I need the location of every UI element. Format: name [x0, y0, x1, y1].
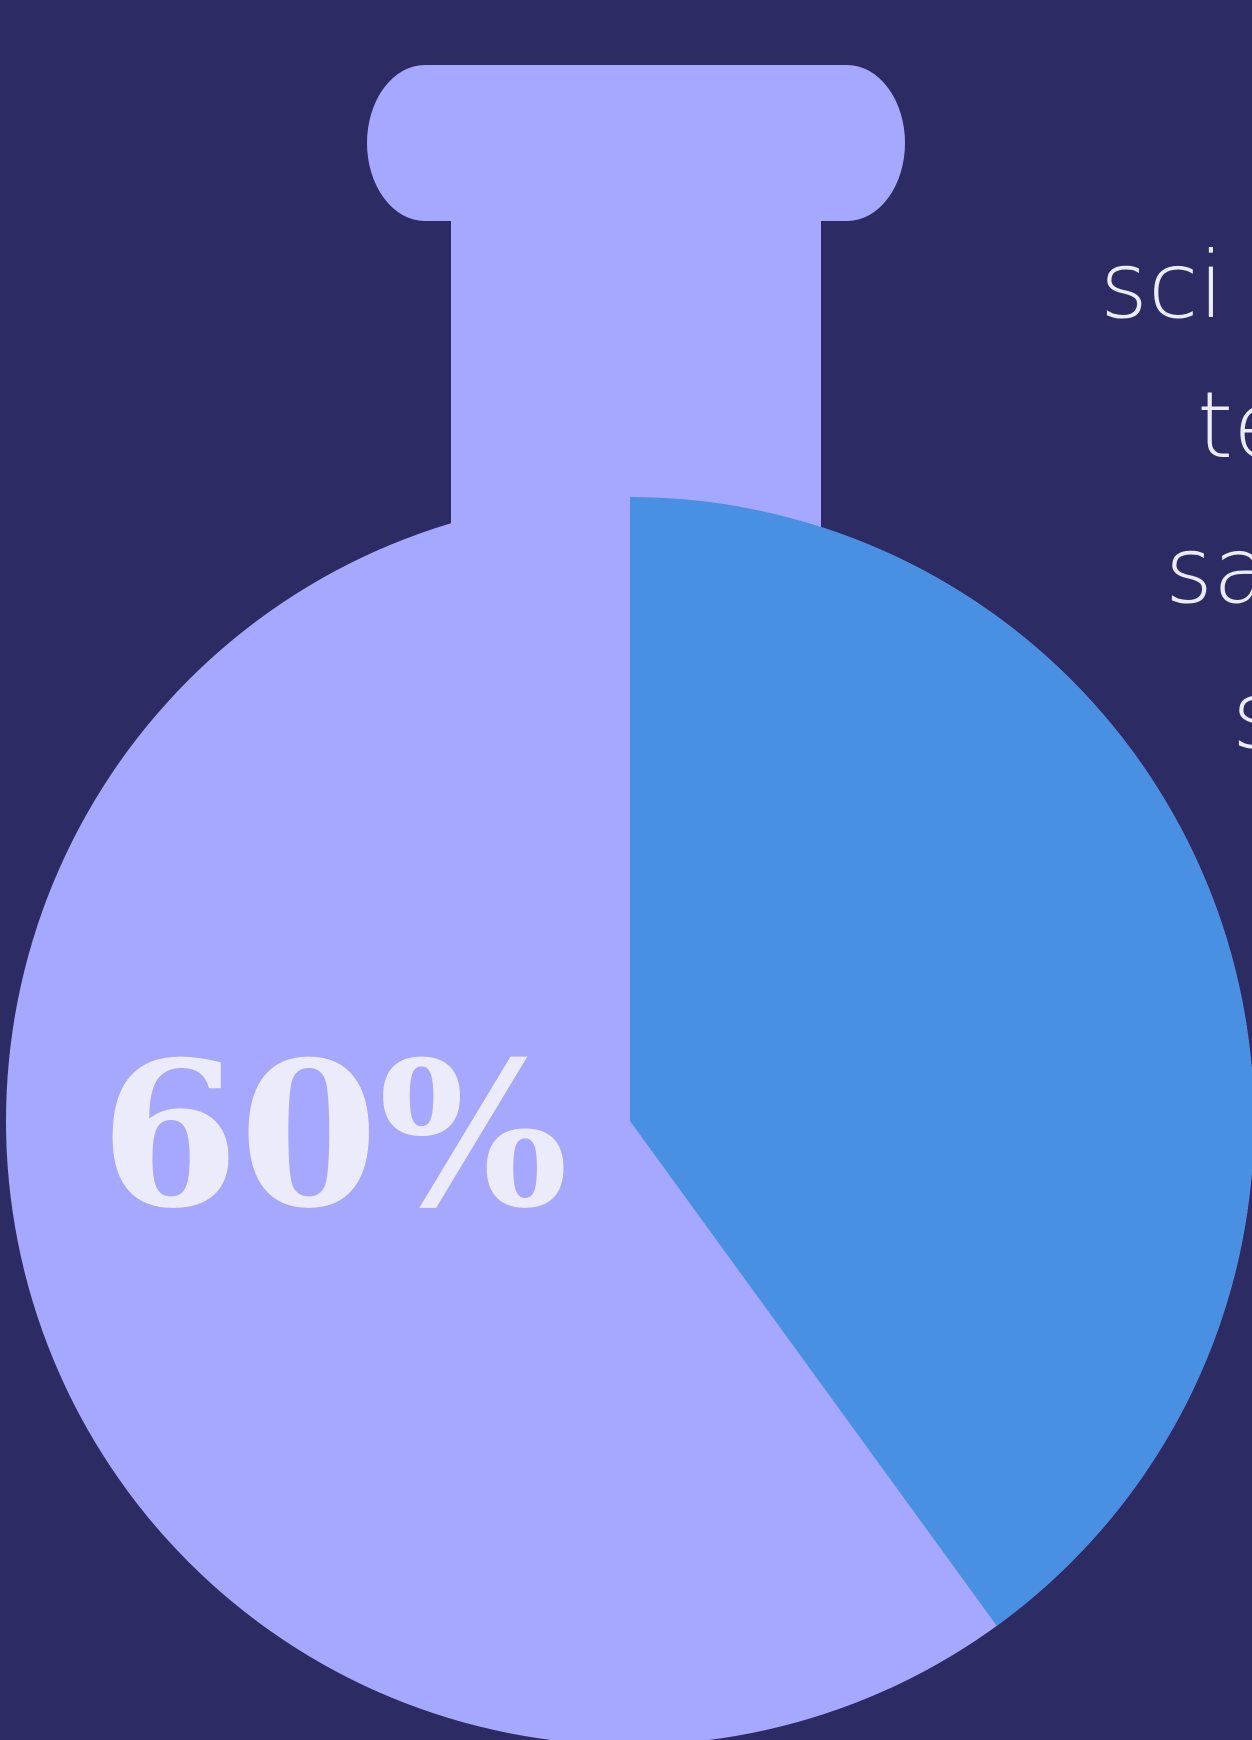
pie-slices — [6, 497, 1252, 1740]
side-text-line-3: sa — [1165, 517, 1252, 624]
percent-label: 60% — [100, 1018, 568, 1253]
side-text-line-1: sci — [1100, 232, 1225, 339]
side-text-line-2: te — [1197, 372, 1252, 479]
pie-slice-1 — [630, 497, 1252, 1626]
flask-icon — [367, 65, 905, 560]
flask-rim — [367, 65, 905, 221]
side-text-line-4: s — [1232, 670, 1252, 762]
